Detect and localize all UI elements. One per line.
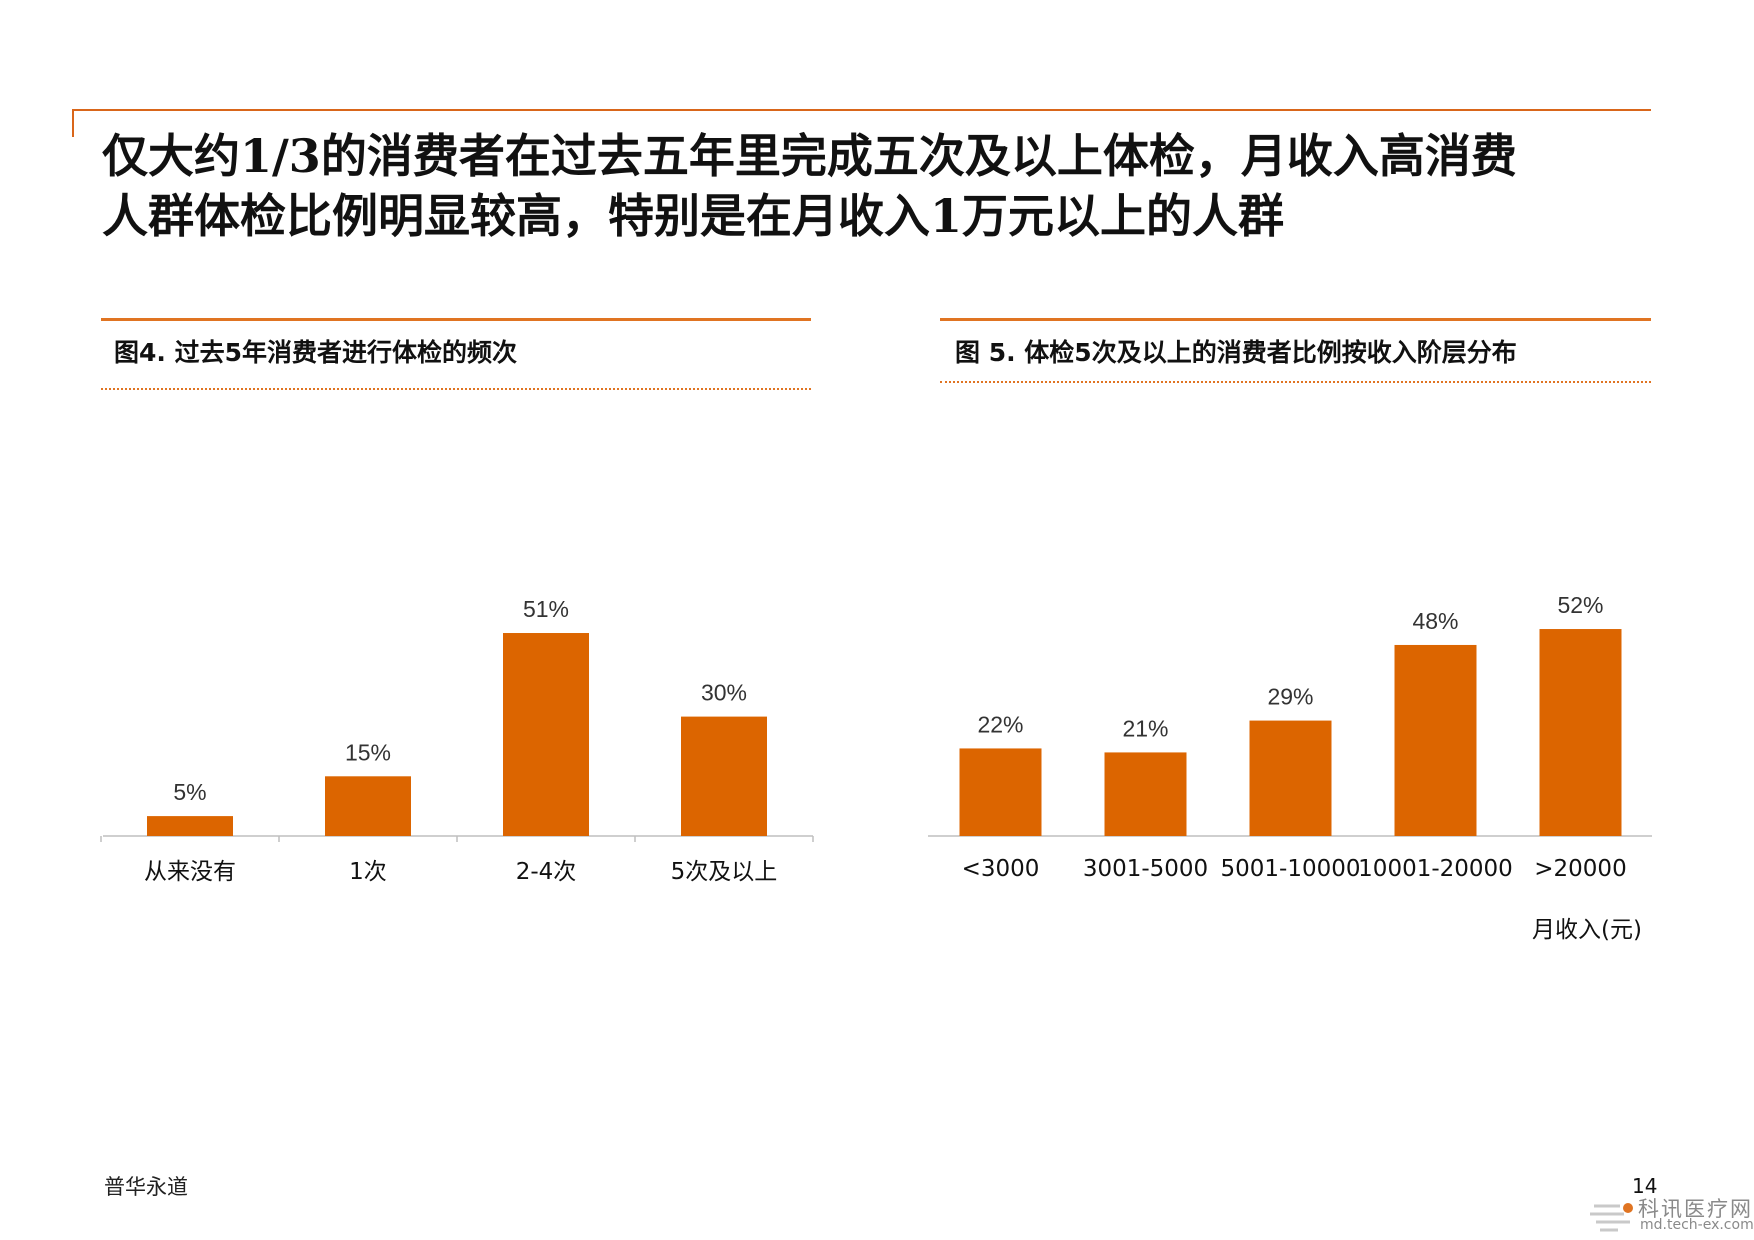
slide-title-line-1: 仅大约1/3的消费者在过去五年里完成五次及以上体检，月收入高消费 (102, 129, 1517, 183)
chart1-value-label: 5% (173, 779, 206, 805)
chart2-title: 图 5. 体检5次及以上的消费者比例按收入阶层分布 (955, 338, 1517, 367)
chart2-value-label: 52% (1557, 592, 1603, 618)
chart2-category-label: 5001-10000 (1221, 856, 1361, 882)
chart2-category-label: >20000 (1534, 856, 1626, 882)
chart2-bar (1104, 752, 1187, 836)
chart2-bar (959, 748, 1042, 836)
chart1-value-label: 30% (701, 680, 747, 706)
watermark-logo-icon (1590, 1203, 1633, 1232)
chart2-value-label: 21% (1122, 715, 1168, 741)
chart1-value-label: 15% (345, 739, 391, 765)
chart2-value-label: 29% (1267, 684, 1313, 710)
chart1-category-label: 5次及以上 (671, 859, 778, 885)
chart1-title: 图4. 过去5年消费者进行体检的频次 (114, 338, 517, 367)
chart1-top-rule (101, 318, 811, 321)
chart2-x-axis-label: 月收入(元) (1532, 917, 1642, 943)
chart2-value-label: 22% (977, 711, 1023, 737)
chart1-dotted-rule (101, 388, 811, 390)
chart2-category-label: 3001-5000 (1083, 856, 1208, 882)
chart1-bar (681, 716, 767, 836)
page-number: 14 (1632, 1174, 1658, 1198)
chart2-category-label: <3000 (962, 856, 1040, 882)
watermark-site-name: 科讯医疗网 (1638, 1197, 1753, 1221)
chart1-bar (503, 633, 589, 836)
chart1-plot: 5% 从来没有 15% 1次 51% 2-4次 30% 5次及以上 (100, 596, 814, 885)
chart2-bar (1394, 644, 1477, 836)
slide-title: 仅大约1/3的消费者在过去五年里完成五次及以上体检，月收入高消费 人群体检比例明… (102, 126, 1662, 246)
chart2-bar (1249, 720, 1332, 836)
chart2-plot: 22% <3000 21% 3001-5000 29% 5001-10000 48% 1000… (928, 592, 1652, 882)
chart2-value-label: 48% (1412, 608, 1458, 634)
chart1-category-label: 从来没有 (144, 859, 236, 885)
chart2-bar (1539, 629, 1622, 836)
chart1-category-label: 1次 (349, 859, 387, 885)
title-accent-bracket (72, 109, 1651, 137)
chart2-dotted-rule (940, 381, 1651, 383)
chart1-category-label: 2-4次 (516, 859, 577, 885)
chart2-top-rule (940, 318, 1651, 321)
chart1-bar (325, 776, 411, 836)
slide-title-line-2: 人群体检比例明显较高，特别是在月收入1万元以上的人群 (102, 189, 1285, 243)
chart1-value-label: 51% (523, 596, 569, 622)
footer-company: 普华永道 (104, 1175, 188, 1199)
chart2-category-label: 10001-20000 (1358, 856, 1513, 882)
chart1-bar (147, 816, 233, 836)
watermark-url: md.tech-ex.com (1640, 1217, 1754, 1233)
